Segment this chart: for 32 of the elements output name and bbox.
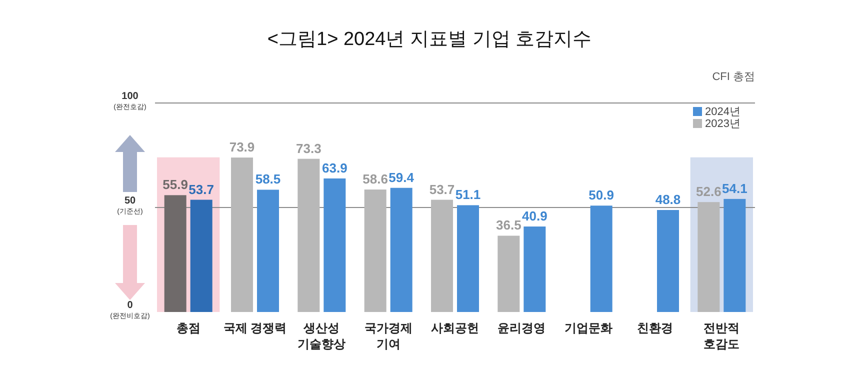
data-label: 58.6 bbox=[362, 172, 388, 187]
x-tick-label: 총점 bbox=[176, 321, 200, 335]
ytick: 50 (기준선) bbox=[117, 196, 143, 216]
data-label: 63.9 bbox=[322, 160, 348, 176]
chart-title: <그림1> 2024년 지표별 기업 호감지수 bbox=[267, 29, 592, 50]
data-label: 55.9 bbox=[162, 177, 188, 192]
data-label: 53.7 bbox=[429, 182, 455, 197]
x-tick-label: 전반적 호감도 bbox=[704, 321, 740, 351]
legend-label: 2023년 bbox=[705, 118, 740, 130]
data-label: 59.4 bbox=[388, 170, 415, 185]
text: CFI 총점 bbox=[712, 71, 755, 83]
data-label: 51.1 bbox=[455, 187, 481, 202]
x-tick-label: 국가경제 기여 bbox=[364, 321, 412, 351]
data-label: 73.3 bbox=[296, 140, 322, 156]
x-tick-label: 생산성 기술향상 bbox=[298, 321, 346, 351]
data-label: 53.7 bbox=[188, 182, 214, 197]
x-tick-label: 국제 경쟁력 bbox=[223, 321, 287, 335]
data-label: 36.5 bbox=[496, 218, 522, 233]
data-label: 50.9 bbox=[588, 188, 614, 203]
x-tick-label: 기업문화 bbox=[564, 321, 612, 335]
data-label: 58.5 bbox=[255, 172, 281, 187]
ytick: 100 (완전호감) bbox=[114, 91, 146, 111]
ytick: 0 (완전비호감) bbox=[110, 300, 150, 320]
x-tick-label: 윤리경영 bbox=[498, 321, 546, 335]
legend-label: 2024년 bbox=[705, 106, 740, 118]
data-label: 73.9 bbox=[229, 140, 255, 155]
data-label: 48.8 bbox=[655, 192, 681, 208]
data-label: 40.9 bbox=[522, 208, 548, 224]
x-tick-label: 친환경 bbox=[637, 321, 673, 335]
data-label: 54.1 bbox=[722, 180, 748, 196]
x-tick-label: 사회공헌 bbox=[431, 321, 479, 335]
data-label: 52.6 bbox=[696, 184, 722, 200]
